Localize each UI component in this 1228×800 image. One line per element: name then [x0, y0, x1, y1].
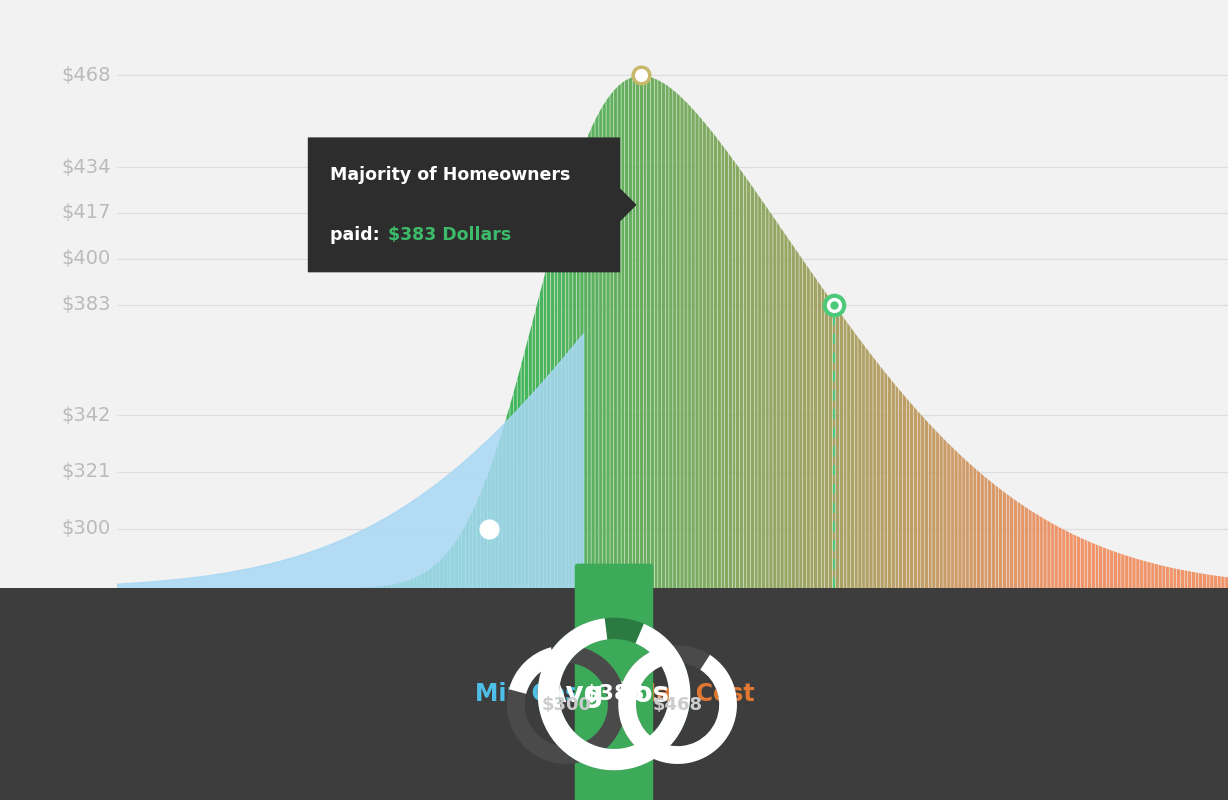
Wedge shape	[538, 618, 690, 770]
FancyBboxPatch shape	[575, 564, 653, 800]
Wedge shape	[618, 646, 737, 764]
Text: $300: $300	[542, 695, 592, 714]
Wedge shape	[508, 647, 555, 694]
Text: $434: $434	[61, 158, 111, 177]
Wedge shape	[507, 646, 625, 764]
Text: Avg Cost: Avg Cost	[545, 680, 683, 708]
Text: $383: $383	[61, 295, 111, 314]
Text: paid:: paid:	[330, 226, 386, 243]
Wedge shape	[618, 646, 737, 764]
Text: $383 Dollars: $383 Dollars	[388, 226, 511, 243]
Text: Majority of Homeowners: Majority of Homeowners	[330, 166, 571, 184]
Text: Max Cost: Max Cost	[632, 682, 754, 706]
Polygon shape	[612, 181, 636, 229]
Text: $400: $400	[61, 250, 111, 268]
Text: $300: $300	[61, 519, 111, 538]
Text: $468: $468	[652, 695, 702, 714]
Text: Min Cost: Min Cost	[475, 682, 591, 706]
Text: $468: $468	[61, 66, 111, 85]
Text: $321: $321	[61, 462, 111, 482]
FancyBboxPatch shape	[308, 138, 620, 272]
Text: $342: $342	[61, 406, 111, 425]
Text: $383: $383	[583, 684, 645, 704]
Text: $417: $417	[61, 203, 111, 222]
Wedge shape	[538, 618, 690, 770]
